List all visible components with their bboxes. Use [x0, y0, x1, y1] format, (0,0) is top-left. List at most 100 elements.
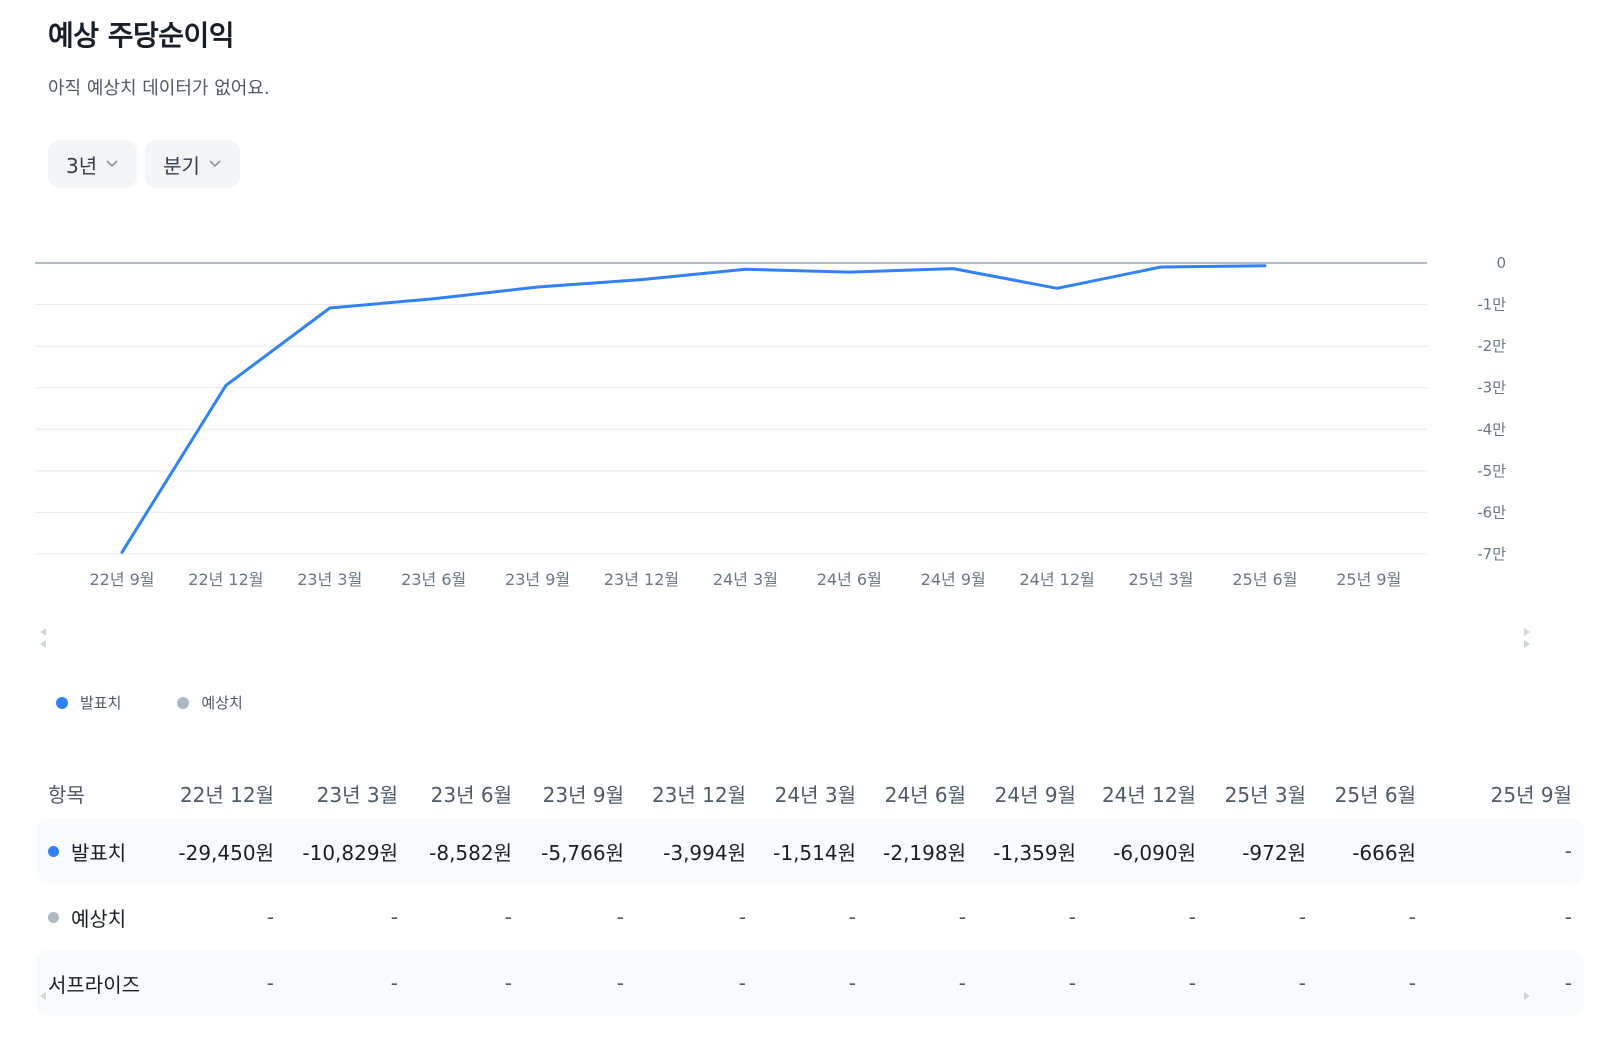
table-cell: -: [616, 905, 624, 929]
table-cell: -: [170, 950, 286, 1016]
table-cell: -: [1428, 818, 1584, 884]
table-row: 예상치 - - - - - - - - - - - -: [36, 884, 1584, 950]
table-scroll-left-button[interactable]: [38, 990, 48, 1002]
table-cell: -1,359원: [978, 818, 1088, 884]
table-column-header: 25년 3월: [1224, 782, 1306, 807]
table-scroll-right-button[interactable]: [1522, 990, 1532, 1002]
row-label: 예상치: [71, 906, 127, 931]
chevron-right-icon: [1524, 992, 1530, 1000]
table-column-header: 24년 12월: [1101, 782, 1196, 807]
table-cell: -: [1318, 950, 1428, 1016]
eps-line-chart: 0 -1만 -2만 -3만 -4만 -5만 -6만 -7만 22년 9월 22년 12월 23년 3…: [35, 254, 1506, 589]
chart-scroll-right-button[interactable]: [1522, 626, 1532, 650]
table-row: 발표치 -29,450원 -10,829원 -8,582원 -5,766원 -3,994원…: [36, 818, 1584, 884]
table-cell: -2,198원: [868, 818, 978, 884]
period-dropdown[interactable]: 3년: [48, 140, 138, 188]
table-cell: -: [738, 905, 746, 929]
table-cell: -5,766원: [524, 818, 636, 884]
table-cell: -666원: [1318, 818, 1428, 884]
table-column-header: 23년 3월: [316, 782, 398, 807]
table-column-header: 24년 6월: [884, 782, 966, 807]
table-cell: -: [958, 905, 966, 929]
table-header-row: 항목 22년 12월 23년 3월 23년 6월 23년 9월 23년 12월 24년 3월…: [36, 768, 1584, 818]
table-cell: -: [868, 950, 978, 1016]
table-column-header: 24년 3월: [774, 782, 856, 807]
y-tick-label: -6만: [1477, 503, 1506, 521]
y-tick-label: -2만: [1477, 337, 1506, 355]
table-cell: -: [848, 905, 856, 929]
table-cell: -6,090원: [1088, 818, 1208, 884]
table-cell: -: [1208, 950, 1318, 1016]
table-cell: -: [1298, 905, 1306, 929]
period-dropdown-label: 3년: [66, 153, 98, 178]
y-tick-label: -7만: [1477, 545, 1506, 563]
x-tick-label: 23년 9월: [505, 570, 570, 589]
table-cell: -: [524, 950, 636, 1016]
filter-bar: 3년 분기: [48, 140, 240, 188]
y-tick-label: -5만: [1477, 462, 1506, 480]
table-cell: -: [758, 950, 868, 1016]
legend-label-estimate: 예상치: [201, 694, 243, 712]
table-column-header: 22년 12월: [179, 782, 274, 807]
table-header-label: 항목: [48, 782, 85, 807]
x-tick-label: 24년 9월: [921, 570, 986, 589]
x-tick-label: 24년 6월: [817, 570, 882, 589]
table-cell: -: [636, 950, 758, 1016]
table-cell: -: [1564, 905, 1572, 929]
row-label-cell: 발표치: [36, 818, 170, 884]
table-column-header: 23년 9월: [542, 782, 624, 807]
row-label: 발표치: [71, 840, 127, 865]
table-row: 서프라이즈 - - - - - - - - - - - -: [36, 950, 1584, 1016]
table-cell: -: [1068, 905, 1076, 929]
table-cell: -: [286, 950, 410, 1016]
y-tick-label: -1만: [1477, 296, 1506, 314]
table-cell: -8,582원: [410, 818, 524, 884]
chevron-left-icon: [40, 992, 46, 1000]
table-cell: -29,450원: [170, 818, 286, 884]
row-label-cell: 예상치: [36, 884, 170, 950]
x-tick-label: 25년 3월: [1128, 570, 1193, 589]
x-tick-label: 23년 6월: [401, 570, 466, 589]
table-cell: -972원: [1208, 818, 1318, 884]
table-cell: -: [390, 905, 398, 929]
table-cell: -: [978, 950, 1088, 1016]
page-title: 예상 주당순이익: [48, 19, 235, 52]
legend-item-estimate: 예상치: [177, 692, 243, 713]
table-column-header: 25년 9월: [1490, 782, 1572, 807]
eps-data-table: 항목 22년 12월 23년 3월 23년 6월 23년 9월 23년 12월 24년 3월…: [36, 768, 1584, 1016]
x-tick-label: 23년 3월: [297, 570, 362, 589]
table-cell: -: [1088, 950, 1208, 1016]
table-cell: -10,829원: [286, 818, 410, 884]
table-cell: -: [1428, 950, 1584, 1016]
page-subtitle: 아직 예상치 데이터가 없어요.: [48, 78, 270, 99]
row-label-cell: 서프라이즈: [36, 950, 170, 1016]
table-column-header: 24년 9월: [994, 782, 1076, 807]
chart-legend: 발표치 예상치: [56, 692, 243, 713]
table-cell: -: [266, 905, 274, 929]
table-cell: -3,994원: [636, 818, 758, 884]
legend-label-actual: 발표치: [80, 694, 122, 712]
table-cell: -: [504, 905, 512, 929]
chevron-right-icon: [1524, 628, 1530, 648]
y-tick-label: -3만: [1477, 379, 1506, 397]
legend-dot-estimate: [177, 696, 190, 709]
y-tick-label: 0: [1496, 254, 1506, 272]
x-tick-label: 22년 9월: [89, 570, 154, 589]
chart-scroll-left-button[interactable]: [38, 626, 48, 650]
x-tick-label: 24년 12월: [1019, 570, 1094, 589]
table-column-header: 23년 6월: [430, 782, 512, 807]
chevron-down-icon: [209, 160, 221, 168]
row-label: 서프라이즈: [48, 972, 140, 997]
x-tick-label: 24년 3월: [713, 570, 778, 589]
interval-dropdown-label: 분기: [163, 153, 200, 178]
y-tick-label: -4만: [1477, 420, 1506, 438]
x-tick-label: 23년 12월: [604, 570, 679, 589]
table-cell: -: [410, 950, 524, 1016]
series-line-actual: [120, 264, 1267, 554]
table-cell: -: [1188, 905, 1196, 929]
chevron-down-icon: [106, 160, 118, 168]
interval-dropdown[interactable]: 분기: [145, 140, 240, 188]
table-column-header: 25년 6월: [1334, 782, 1416, 807]
chevron-left-icon: [40, 628, 46, 648]
x-tick-label: 25년 6월: [1232, 570, 1297, 589]
